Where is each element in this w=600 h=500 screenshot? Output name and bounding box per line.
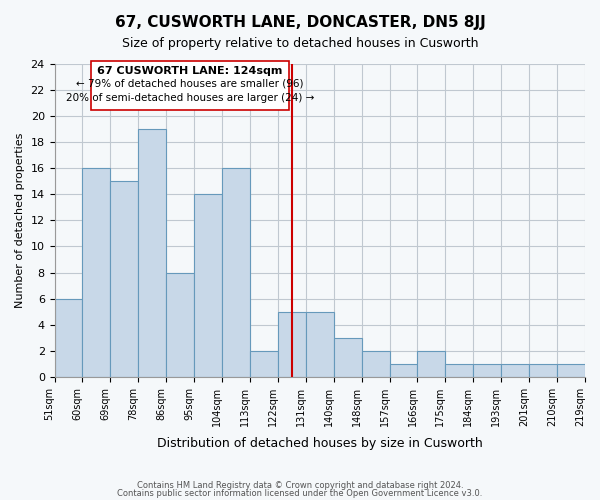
Text: ← 79% of detached houses are smaller (96): ← 79% of detached houses are smaller (96… [76, 78, 304, 88]
Bar [82, 168, 110, 377]
Bar [501, 364, 529, 377]
Text: Contains public sector information licensed under the Open Government Licence v3: Contains public sector information licen… [118, 488, 482, 498]
Bar [334, 338, 362, 377]
Bar [557, 364, 585, 377]
Bar [222, 168, 250, 377]
Bar [250, 350, 278, 377]
Text: 67, CUSWORTH LANE, DONCASTER, DN5 8JJ: 67, CUSWORTH LANE, DONCASTER, DN5 8JJ [115, 15, 485, 30]
Text: 20% of semi-detached houses are larger (24) →: 20% of semi-detached houses are larger (… [66, 93, 314, 103]
Bar [55, 298, 82, 377]
Y-axis label: Number of detached properties: Number of detached properties [15, 132, 25, 308]
Text: Size of property relative to detached houses in Cusworth: Size of property relative to detached ho… [122, 38, 478, 51]
Bar [473, 364, 501, 377]
Bar [138, 129, 166, 377]
Bar [529, 364, 557, 377]
Bar [278, 312, 306, 377]
X-axis label: Distribution of detached houses by size in Cusworth: Distribution of detached houses by size … [157, 437, 482, 450]
Bar [194, 194, 222, 377]
Bar [110, 182, 138, 377]
Text: Contains HM Land Registry data © Crown copyright and database right 2024.: Contains HM Land Registry data © Crown c… [137, 481, 463, 490]
Bar [445, 364, 473, 377]
Bar [306, 312, 334, 377]
Bar [418, 350, 445, 377]
Text: 67 CUSWORTH LANE: 124sqm: 67 CUSWORTH LANE: 124sqm [97, 66, 283, 76]
Bar [389, 364, 418, 377]
Bar [166, 272, 194, 377]
FancyBboxPatch shape [91, 62, 289, 110]
Bar [362, 350, 389, 377]
